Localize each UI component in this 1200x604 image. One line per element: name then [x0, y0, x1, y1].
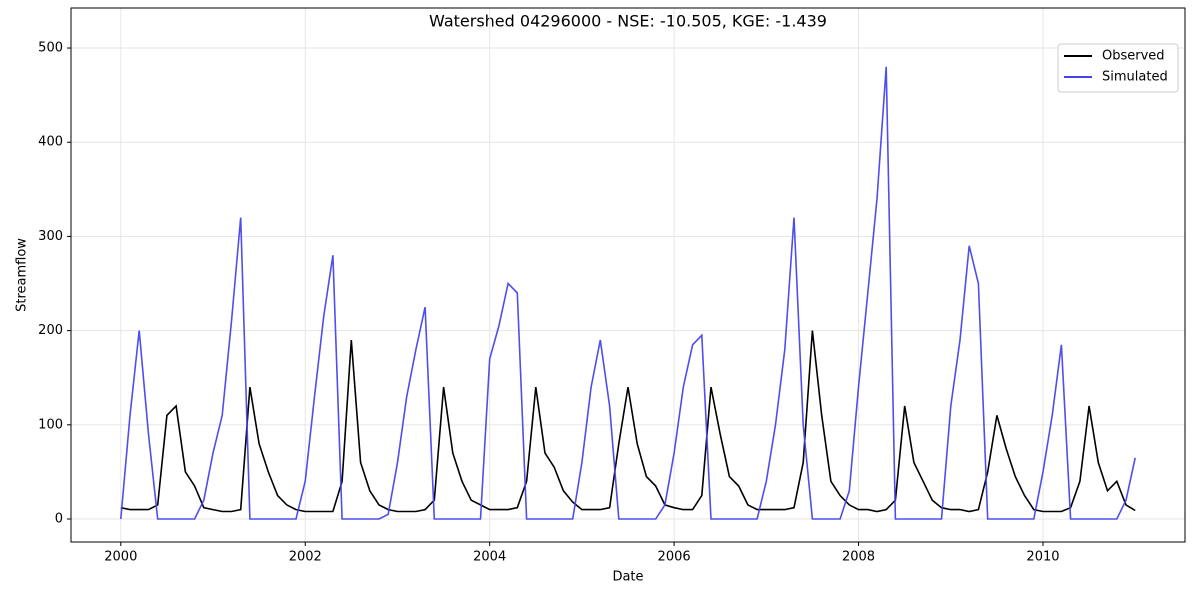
y-tick-label: 0: [55, 512, 63, 527]
y-tick-label: 200: [38, 323, 63, 338]
y-tick-label: 400: [38, 135, 63, 150]
y-axis-label: Streamflow: [15, 238, 30, 312]
y-tick-label: 100: [38, 417, 63, 432]
data-line: [120, 330, 1136, 513]
x-tick-label: 2006: [658, 550, 691, 565]
x-tick-label: 2008: [842, 550, 875, 565]
x-tick-label: 2002: [289, 550, 322, 565]
legend-label: Simulated: [1102, 70, 1168, 85]
x-tick-label: 2004: [473, 550, 506, 565]
y-tick-label: 500: [38, 41, 63, 56]
data-line: [120, 66, 1136, 520]
x-axis-label: Date: [612, 570, 643, 585]
chart-title: Watershed 04296000 - NSE: -10.505, KGE: …: [429, 12, 827, 31]
x-tick-label: 2010: [1026, 550, 1059, 565]
y-tick-label: 300: [38, 229, 63, 244]
x-tick-label: 2000: [104, 550, 137, 565]
plot-frame: [70, 7, 1186, 543]
legend-label: Observed: [1102, 49, 1165, 64]
